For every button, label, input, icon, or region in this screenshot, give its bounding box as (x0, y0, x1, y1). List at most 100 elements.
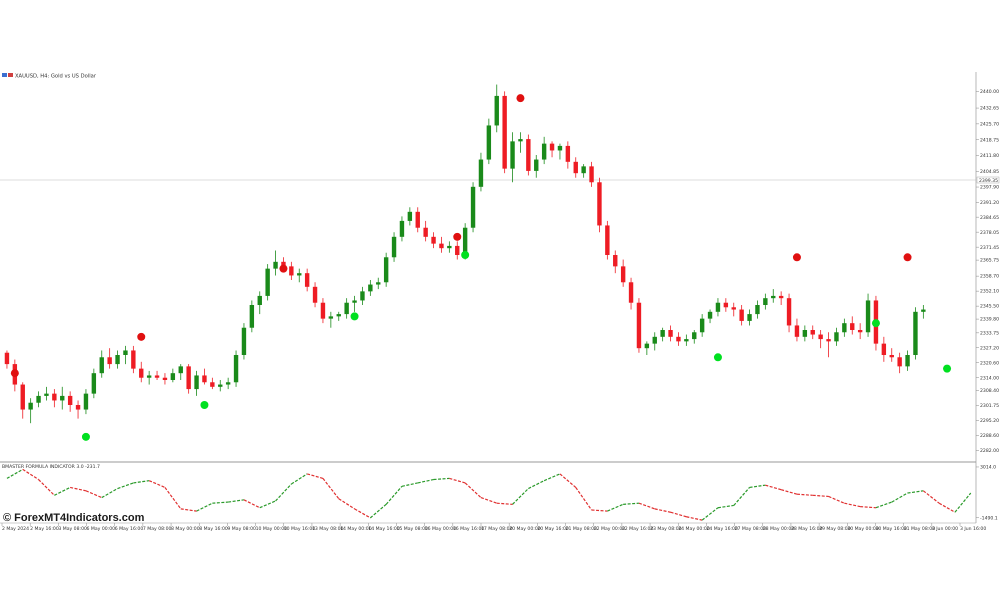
oscillator-segment-down (38, 479, 55, 496)
bull-candle-body (905, 355, 910, 367)
buy-signal-dot (200, 401, 209, 409)
candle (415, 207, 420, 233)
price-tick-label: 2371.45 (980, 245, 999, 251)
candle (613, 250, 618, 274)
bull-candle-body (684, 339, 689, 342)
oscillator-segment-down (164, 487, 182, 510)
oscillator-segment-up (117, 482, 134, 490)
candle (668, 325, 673, 342)
bear-candle-body (415, 211, 420, 228)
time-tick-label: 29 May 08:00 (819, 526, 851, 532)
bull-candle-body (194, 375, 199, 390)
bear-candle-body (731, 307, 736, 310)
bull-candle-body (660, 330, 665, 337)
oscillator-segment-down (559, 473, 577, 488)
bull-candle-body (249, 305, 255, 328)
bull-candle-body (842, 323, 847, 333)
time-tick-label: 6 May 00:00 (87, 526, 116, 532)
sell-signal-dot (279, 264, 288, 273)
bear-candle-body (597, 182, 602, 226)
bull-candle-body (178, 366, 183, 374)
bear-candle-body (20, 384, 25, 410)
bear-candle-body (881, 343, 887, 355)
time-tick-label: 16 May 16:00 (453, 526, 485, 532)
candle (549, 141, 555, 158)
candle (352, 295, 357, 312)
bear-candle-body (818, 334, 823, 340)
candle (771, 289, 776, 303)
bear-candle-body (289, 266, 294, 276)
candle (857, 323, 863, 340)
candle (154, 370, 160, 380)
bear-candle-body (794, 325, 800, 337)
candle (557, 143, 563, 160)
bull-candle-body (225, 382, 231, 385)
candle (328, 311, 334, 328)
time-tick-label: 15 May 08:00 (396, 526, 428, 532)
bull-candle-body (913, 311, 918, 355)
candle (297, 268, 302, 283)
bull-candle-body (486, 125, 492, 160)
oscillator-segment-down (938, 502, 956, 513)
price-tick-label: 2314.00 (980, 375, 999, 381)
candle (921, 305, 926, 319)
price-tick-label: 2282.00 (980, 448, 999, 454)
bull-candle-body (257, 295, 262, 305)
bear-candle-body (431, 236, 436, 244)
bear-candle-body (4, 352, 10, 365)
candle (123, 345, 128, 365)
bull-candle-body (462, 227, 468, 255)
bull-candle-body (510, 141, 515, 169)
bull-candle-body (336, 314, 341, 317)
candle (510, 132, 515, 183)
price-tick-label: 2404.85 (980, 169, 999, 175)
bull-candle-body (60, 395, 65, 401)
price-tick-label: 2365.75 (980, 258, 999, 264)
candle (99, 350, 104, 378)
price-tick-label: 2345.50 (980, 304, 999, 310)
sell-signal-dot (903, 253, 912, 262)
candle (534, 155, 539, 178)
oscillator-segment-down (654, 508, 671, 513)
price-tick-label: 2432.65 (980, 106, 999, 112)
bull-candle-body (233, 355, 239, 383)
candle (778, 291, 784, 305)
candle (881, 336, 887, 362)
price-tick-label: 2301.75 (980, 403, 999, 409)
bear-candle-body (455, 245, 460, 255)
oscillator-segment-down (243, 499, 261, 509)
candle (60, 386, 65, 410)
candle (170, 368, 176, 383)
oscillator-segment-down (22, 468, 39, 481)
bear-candle-body (668, 330, 673, 337)
candle (336, 311, 341, 321)
candle (162, 373, 168, 385)
candle (739, 305, 744, 326)
candle (107, 348, 112, 369)
signal-dots (10, 94, 952, 441)
time-tick-label: 3 Jun 16:00 (960, 526, 986, 532)
time-tick-label: 20 May 16:00 (537, 526, 569, 532)
time-tick-label: 30 May 16:00 (875, 526, 907, 532)
oscillator-segment-up (543, 473, 561, 482)
indicator-title: BMASTER FORMULA INDICATOR 3.0 -231.7 (2, 464, 100, 470)
time-tick-label: 8 May 00:00 (171, 526, 200, 532)
price-tick-label: 2295.20 (980, 418, 999, 424)
bear-candle-body (210, 382, 215, 387)
bull-candle-body (652, 336, 657, 344)
candle (897, 352, 902, 374)
buy-signal-dot (871, 319, 880, 328)
bear-candle-body (628, 282, 634, 303)
bull-candle-body (771, 295, 776, 299)
bear-candle-body (423, 227, 428, 237)
oscillator-segment-up (196, 502, 213, 512)
oscillator-segment-up (749, 484, 766, 489)
bull-candle-body (44, 393, 49, 396)
price-tick-label: 2333.75 (980, 330, 999, 336)
candle (589, 161, 594, 187)
oscillator-segment-down (338, 498, 355, 510)
bull-candle-body (447, 245, 452, 249)
bear-candle-body (52, 393, 57, 401)
candle (731, 302, 736, 317)
